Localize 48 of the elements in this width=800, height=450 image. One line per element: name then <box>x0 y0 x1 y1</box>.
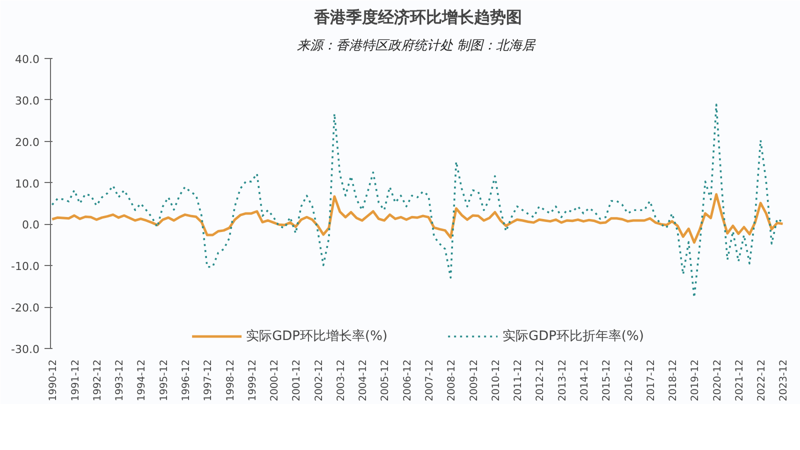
x-tick-label: 2006-12 <box>402 359 414 402</box>
x-tick-label: 2014-12 <box>579 359 590 402</box>
x-tick-label: 1995-12 <box>158 359 170 402</box>
line-series <box>50 193 784 244</box>
x-tick-label: 2008-12 <box>446 359 458 402</box>
x-tick-label: 2011-12 <box>513 359 524 402</box>
legend-label: 实际GDP环比增长率(%) <box>246 328 388 345</box>
y-tick-label: 0.0 <box>22 218 40 232</box>
x-tick-label: 2010-12 <box>490 359 502 402</box>
x-tick-label: 1994-12 <box>136 359 148 402</box>
x-tick-label: 1998-12 <box>225 359 236 402</box>
y-tick-label: -30.0 <box>11 343 40 356</box>
x-tick-label: 2013-12 <box>557 359 568 402</box>
x-tick-label: 2015-12 <box>602 359 613 402</box>
x-tick-label: 2003-12 <box>336 359 347 402</box>
x-tick-label: 2009-12 <box>468 359 480 402</box>
y-tick-label: -20.0 <box>11 302 40 315</box>
x-tick-label: 1990-12 <box>48 359 60 402</box>
line-series <box>51 104 784 298</box>
x-tick-label: 2021-12 <box>734 359 746 402</box>
y-tick-label: 20.0 <box>15 136 40 149</box>
chart-title: 香港季度经济环比增长趋势图 <box>313 8 522 26</box>
x-tick-label: 1996-12 <box>180 359 192 402</box>
x-tick-label: 2005-12 <box>380 359 392 402</box>
y-tick-label: 10.0 <box>15 177 40 190</box>
x-tick-label: 2016-12 <box>624 359 635 402</box>
x-tick-label: 2018-12 <box>668 359 680 402</box>
x-tick-label: 2007-12 <box>424 359 436 402</box>
x-tick-label: 2017-12 <box>646 359 657 402</box>
x-tick-label: 2023-12 <box>778 359 790 402</box>
x-tick-label: 2019-12 <box>690 359 702 402</box>
x-tick-label: 1991-12 <box>70 359 82 402</box>
x-tick-label: 2002-12 <box>314 359 325 402</box>
x-tick-label: 2020-12 <box>712 359 724 402</box>
x-tick-label: 1999-12 <box>247 359 258 402</box>
legend-label: 实际GDP环比折年率(%) <box>502 328 644 345</box>
x-tick-label: 2004-12 <box>358 359 370 402</box>
x-tick-label: 2012-12 <box>535 359 546 402</box>
x-tick-label: 2000-12 <box>270 359 281 402</box>
x-tick-label: 1992-12 <box>92 359 104 402</box>
x-tick-label: 2022-12 <box>756 359 768 402</box>
y-tick-label: -10.0 <box>11 260 40 274</box>
x-tick-label: 2001-12 <box>292 359 303 402</box>
y-tick-label: 30.0 <box>15 94 40 108</box>
x-tick-label: 1997-12 <box>203 359 214 402</box>
y-tick-label: 40.0 <box>15 53 40 66</box>
chart-subtitle: 来源：香港特区政府统计处 制图：北海居 <box>296 38 536 54</box>
x-tick-label: 1993-12 <box>114 359 126 402</box>
